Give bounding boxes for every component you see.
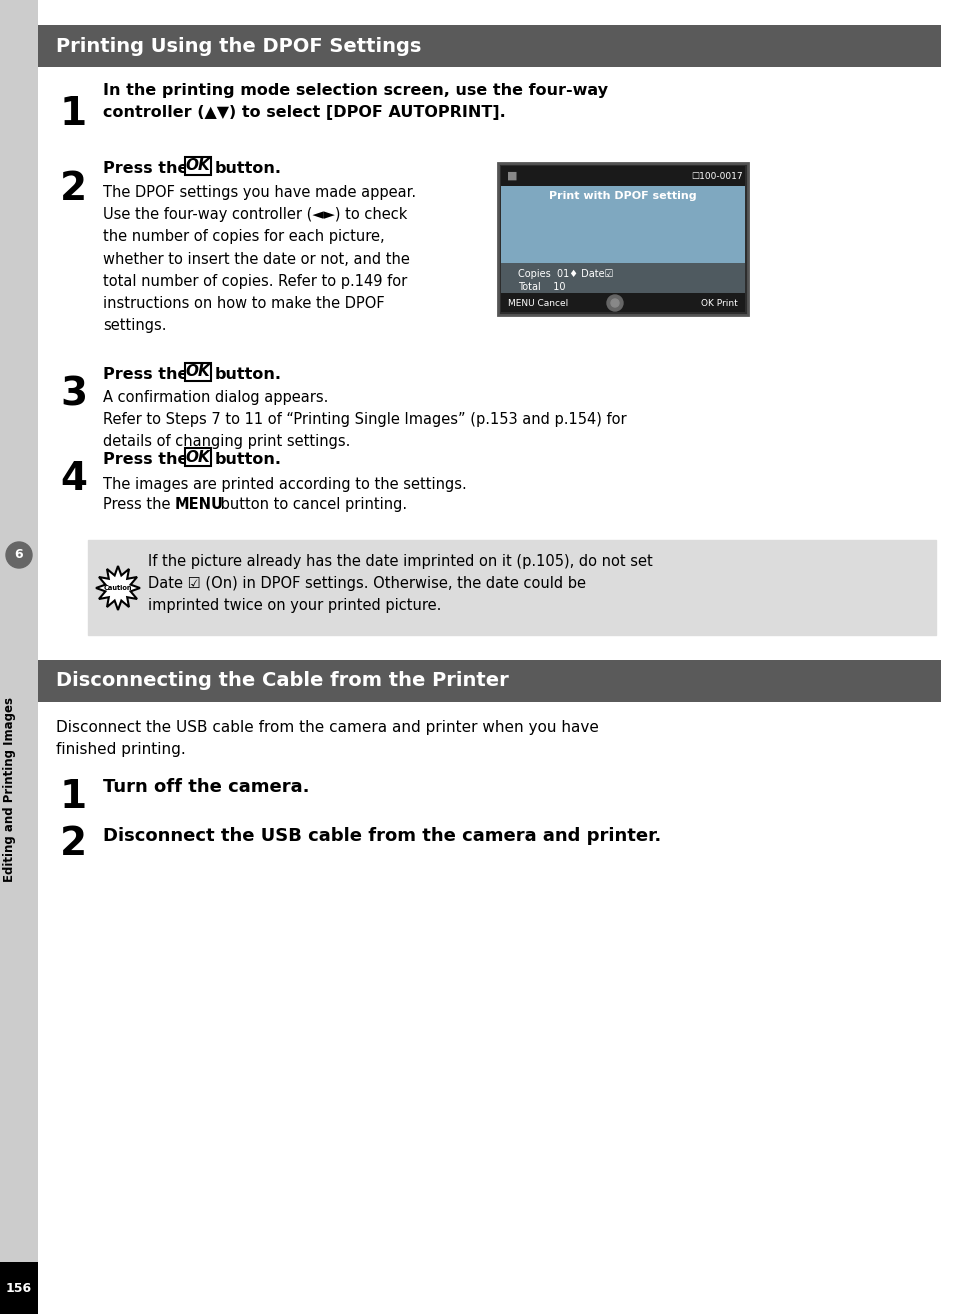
Circle shape [610, 300, 618, 307]
Text: 1: 1 [60, 95, 87, 133]
Text: button to cancel printing.: button to cancel printing. [215, 497, 407, 512]
FancyBboxPatch shape [185, 363, 211, 381]
Text: Total    10: Total 10 [517, 283, 565, 292]
Text: Disconnecting the Cable from the Printer: Disconnecting the Cable from the Printer [56, 671, 508, 690]
Text: 2: 2 [60, 170, 87, 208]
Text: button.: button. [214, 367, 282, 382]
FancyBboxPatch shape [497, 163, 747, 315]
Text: Print with DPOF setting: Print with DPOF setting [549, 191, 696, 201]
Text: OK: OK [186, 364, 211, 380]
Polygon shape [96, 566, 140, 610]
FancyBboxPatch shape [0, 0, 38, 1314]
FancyBboxPatch shape [185, 448, 211, 466]
Text: Printing Using the DPOF Settings: Printing Using the DPOF Settings [56, 38, 421, 57]
Text: Editing and Printing Images: Editing and Printing Images [4, 698, 16, 883]
FancyBboxPatch shape [38, 25, 940, 67]
FancyBboxPatch shape [185, 156, 211, 175]
Text: OK: OK [186, 159, 211, 173]
Text: Press the: Press the [103, 162, 188, 176]
Text: Disconnect the USB cable from the camera and printer when you have
finished prin: Disconnect the USB cable from the camera… [56, 720, 598, 757]
FancyBboxPatch shape [38, 660, 940, 702]
Text: button.: button. [214, 162, 282, 176]
Text: Press the: Press the [103, 367, 188, 382]
Text: 2: 2 [60, 825, 87, 863]
Circle shape [606, 296, 622, 311]
FancyBboxPatch shape [500, 263, 744, 293]
Text: 4: 4 [60, 460, 87, 498]
FancyBboxPatch shape [500, 166, 744, 187]
Text: A confirmation dialog appears.
Refer to Steps 7 to 11 of “Printing Single Images: A confirmation dialog appears. Refer to … [103, 390, 626, 449]
FancyBboxPatch shape [88, 540, 935, 635]
Text: Caution: Caution [104, 585, 132, 591]
FancyBboxPatch shape [0, 1261, 38, 1314]
Text: MENU Cancel: MENU Cancel [507, 298, 568, 307]
Text: 1: 1 [60, 778, 87, 816]
Text: MENU: MENU [174, 497, 224, 512]
Text: In the printing mode selection screen, use the four-way
controller (▲▼) to selec: In the printing mode selection screen, u… [103, 83, 607, 120]
Text: OK: OK [186, 449, 211, 465]
FancyBboxPatch shape [500, 166, 744, 311]
FancyBboxPatch shape [500, 293, 744, 311]
Text: button.: button. [214, 452, 282, 466]
Text: Turn off the camera.: Turn off the camera. [103, 778, 309, 796]
Text: Press the: Press the [103, 452, 188, 466]
Circle shape [6, 541, 32, 568]
Text: Press the: Press the [103, 497, 175, 512]
Text: The DPOF settings you have made appear.
Use the four-way controller (◄►) to chec: The DPOF settings you have made appear. … [103, 185, 416, 334]
Text: ☐100-0017: ☐100-0017 [691, 172, 742, 180]
Text: 6: 6 [14, 548, 23, 561]
Text: The images are printed according to the settings.: The images are printed according to the … [103, 477, 466, 491]
Text: ■: ■ [506, 171, 517, 181]
Text: Copies  01♦ Date☑: Copies 01♦ Date☑ [517, 269, 613, 279]
Text: If the picture already has the date imprinted on it (p.105), do not set
Date ☑ (: If the picture already has the date impr… [148, 555, 652, 614]
Text: OK Print: OK Print [700, 298, 738, 307]
Text: 156: 156 [6, 1281, 32, 1294]
Text: Disconnect the USB cable from the camera and printer.: Disconnect the USB cable from the camera… [103, 827, 660, 845]
Text: 3: 3 [60, 374, 87, 413]
